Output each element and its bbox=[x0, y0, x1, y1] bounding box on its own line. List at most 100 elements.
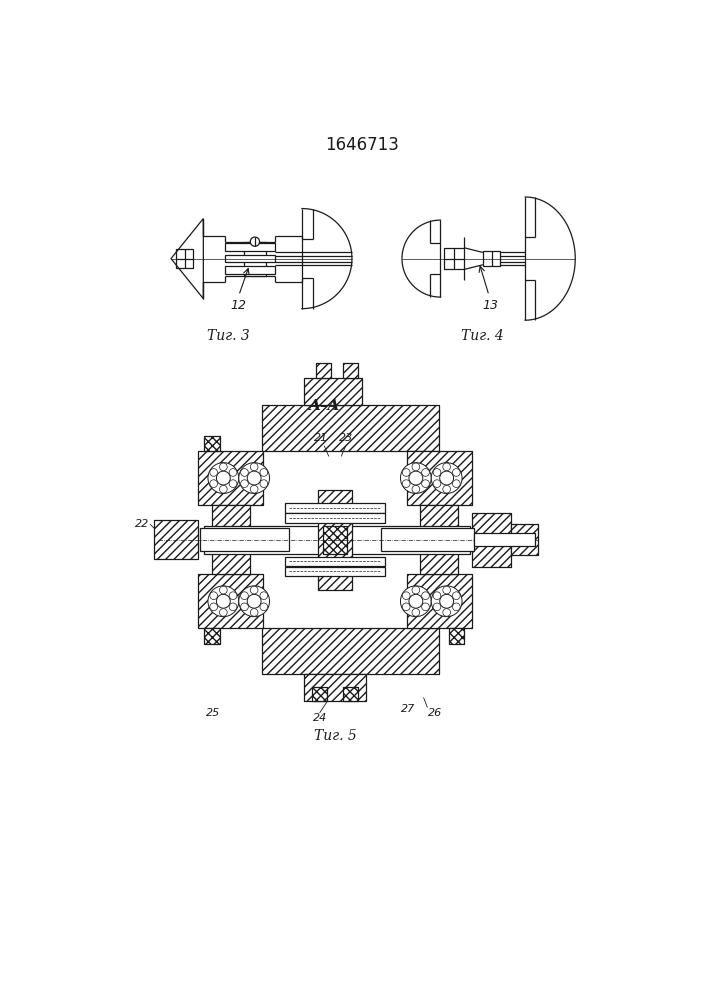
Bar bbox=[262, 405, 439, 451]
Bar bbox=[343, 687, 358, 701]
Bar bbox=[312, 687, 327, 701]
Circle shape bbox=[219, 609, 227, 616]
Bar bbox=[449, 628, 464, 644]
Bar bbox=[444, 248, 464, 269]
Circle shape bbox=[216, 594, 230, 608]
Bar bbox=[472, 513, 510, 567]
Circle shape bbox=[250, 463, 258, 471]
Bar bbox=[285, 513, 385, 523]
Circle shape bbox=[219, 485, 227, 493]
Circle shape bbox=[431, 463, 462, 493]
Text: Τиг. 4: Τиг. 4 bbox=[462, 329, 504, 343]
Circle shape bbox=[443, 586, 450, 594]
Bar bbox=[225, 266, 275, 274]
Circle shape bbox=[443, 609, 450, 616]
Bar bbox=[510, 524, 537, 555]
Bar bbox=[343, 363, 358, 378]
Bar bbox=[204, 436, 219, 451]
Bar bbox=[318, 490, 352, 590]
Text: 26: 26 bbox=[428, 708, 442, 718]
Text: 24: 24 bbox=[312, 713, 327, 723]
Circle shape bbox=[421, 592, 429, 600]
Bar bbox=[204, 436, 219, 451]
Circle shape bbox=[260, 469, 268, 476]
Bar bbox=[262, 628, 439, 674]
Bar bbox=[407, 574, 472, 628]
Bar bbox=[285, 567, 385, 576]
Bar bbox=[407, 451, 472, 505]
Circle shape bbox=[247, 594, 261, 608]
Bar bbox=[510, 524, 537, 555]
Bar bbox=[285, 557, 385, 566]
Bar bbox=[176, 249, 193, 268]
Bar bbox=[198, 574, 264, 628]
Text: 21: 21 bbox=[314, 433, 328, 443]
Bar bbox=[304, 378, 362, 405]
Bar bbox=[381, 528, 474, 551]
Circle shape bbox=[452, 592, 460, 600]
Circle shape bbox=[402, 592, 410, 600]
Circle shape bbox=[402, 469, 410, 476]
Circle shape bbox=[229, 469, 237, 476]
Circle shape bbox=[229, 603, 237, 611]
Circle shape bbox=[239, 463, 269, 493]
Circle shape bbox=[210, 480, 218, 487]
Circle shape bbox=[452, 603, 460, 611]
Circle shape bbox=[412, 586, 420, 594]
Text: Τиг. 5: Τиг. 5 bbox=[314, 729, 356, 743]
Circle shape bbox=[240, 480, 248, 487]
Text: 1646713: 1646713 bbox=[325, 136, 399, 154]
Bar bbox=[449, 628, 464, 644]
Circle shape bbox=[250, 609, 258, 616]
Circle shape bbox=[250, 237, 259, 246]
Bar bbox=[304, 674, 366, 701]
Circle shape bbox=[229, 592, 237, 600]
Circle shape bbox=[219, 463, 227, 471]
Circle shape bbox=[412, 609, 420, 616]
Bar bbox=[212, 505, 250, 574]
Circle shape bbox=[412, 463, 420, 471]
Circle shape bbox=[433, 603, 441, 611]
Bar bbox=[316, 363, 331, 378]
Circle shape bbox=[433, 469, 441, 476]
Circle shape bbox=[260, 480, 268, 487]
Circle shape bbox=[400, 463, 431, 493]
Bar bbox=[225, 255, 275, 262]
Circle shape bbox=[440, 471, 454, 485]
Bar bbox=[285, 503, 385, 513]
Bar bbox=[420, 505, 458, 574]
Circle shape bbox=[208, 463, 239, 493]
Bar bbox=[204, 628, 219, 644]
Bar bbox=[407, 574, 472, 628]
Text: 27: 27 bbox=[401, 704, 415, 714]
Circle shape bbox=[433, 480, 441, 487]
Circle shape bbox=[409, 594, 423, 608]
Text: 23: 23 bbox=[339, 433, 354, 443]
Bar bbox=[324, 526, 346, 554]
Circle shape bbox=[452, 480, 460, 487]
Circle shape bbox=[409, 471, 423, 485]
Circle shape bbox=[240, 603, 248, 611]
Circle shape bbox=[240, 592, 248, 600]
Circle shape bbox=[260, 592, 268, 600]
Bar bbox=[318, 490, 352, 590]
Bar bbox=[198, 574, 264, 628]
Bar bbox=[154, 520, 198, 559]
Circle shape bbox=[239, 586, 269, 617]
Circle shape bbox=[208, 586, 239, 617]
Bar bbox=[304, 674, 366, 701]
Text: A–A: A–A bbox=[308, 399, 339, 413]
Circle shape bbox=[443, 485, 450, 493]
Text: 25: 25 bbox=[206, 708, 221, 718]
Circle shape bbox=[443, 463, 450, 471]
Bar bbox=[244, 242, 266, 276]
Circle shape bbox=[250, 586, 258, 594]
Bar bbox=[343, 687, 358, 701]
Circle shape bbox=[421, 480, 429, 487]
Circle shape bbox=[210, 603, 218, 611]
Bar bbox=[198, 451, 264, 505]
Bar bbox=[316, 363, 331, 378]
Circle shape bbox=[431, 586, 462, 617]
Circle shape bbox=[210, 592, 218, 600]
Circle shape bbox=[412, 485, 420, 493]
